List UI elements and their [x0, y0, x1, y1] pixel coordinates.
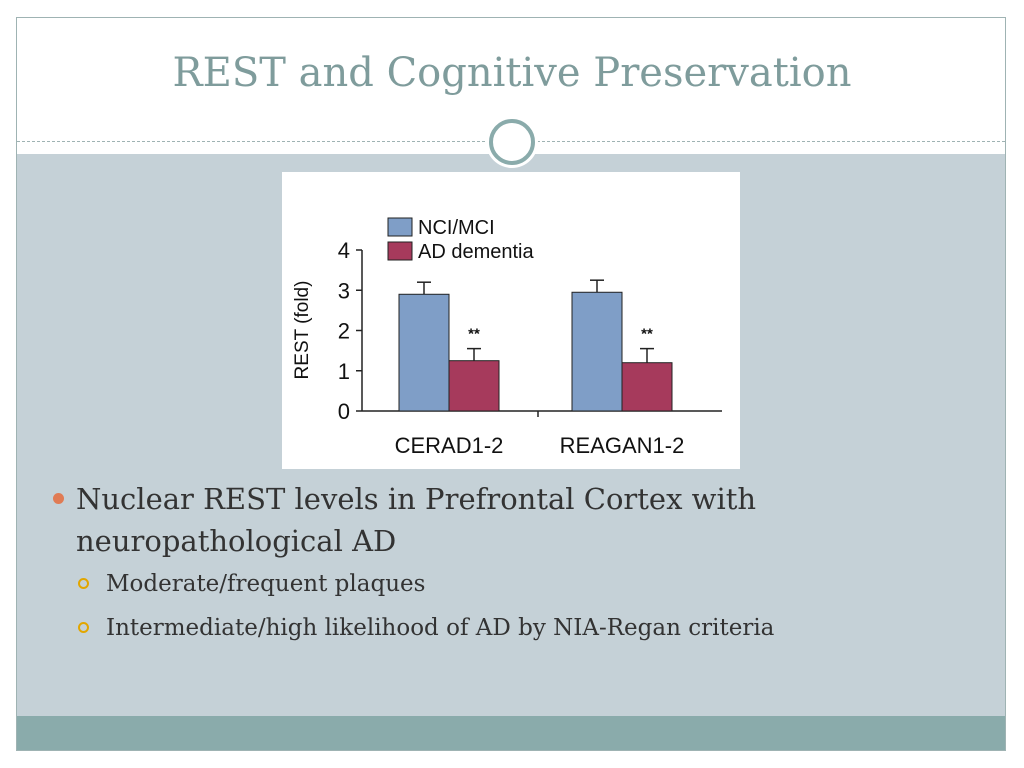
bar — [621, 362, 673, 412]
circle-ornament-icon — [486, 116, 538, 168]
y-tick-label: 2 — [338, 319, 350, 344]
sub-bullet-item: Moderate/frequent plaques — [48, 562, 968, 606]
y-tick-label: 1 — [338, 359, 350, 384]
x-tick-label: REAGAN1-2 — [560, 433, 685, 458]
bar — [448, 360, 500, 412]
significance-label: ** — [468, 326, 480, 343]
bullet-text: Nuclear REST levels in Prefrontal Cortex… — [76, 482, 757, 558]
y-axis-label: REST (fold) — [292, 281, 313, 380]
y-tick-label: 0 — [338, 399, 350, 424]
legend-label: AD dementia — [418, 241, 534, 263]
legend-label: NCI/MCI — [418, 217, 495, 239]
y-ticks: 0 1 2 3 4 — [338, 238, 362, 424]
legend-swatch — [387, 241, 413, 261]
significance-label: ** — [641, 326, 653, 343]
y-tick-label: 4 — [338, 238, 350, 263]
footer-bar — [17, 716, 1005, 750]
chart-bars: ** ** — [398, 279, 673, 412]
bullet-list: Nuclear REST levels in Prefrontal Cortex… — [48, 478, 968, 650]
bar — [571, 291, 623, 412]
bar — [398, 293, 450, 412]
legend-swatch — [387, 217, 413, 237]
sub-bullet-ring-icon — [78, 578, 89, 589]
sub-bullet-text: Moderate/frequent plaques — [106, 571, 426, 597]
bullet-dot-icon — [53, 493, 64, 504]
slide-title: REST and Cognitive Preservation — [172, 50, 852, 96]
sub-bullet-item: Intermediate/high likelihood of AD by NI… — [48, 606, 968, 650]
x-tick-labels: CERAD1-2 REAGAN1-2 — [395, 433, 685, 458]
sub-bullet-text: Intermediate/high likelihood of AD by NI… — [106, 615, 775, 641]
bullet-item: Nuclear REST levels in Prefrontal Cortex… — [48, 478, 968, 562]
sub-bullet-ring-icon — [78, 622, 89, 633]
y-tick-label: 3 — [338, 278, 350, 303]
x-tick-label: CERAD1-2 — [395, 433, 504, 458]
